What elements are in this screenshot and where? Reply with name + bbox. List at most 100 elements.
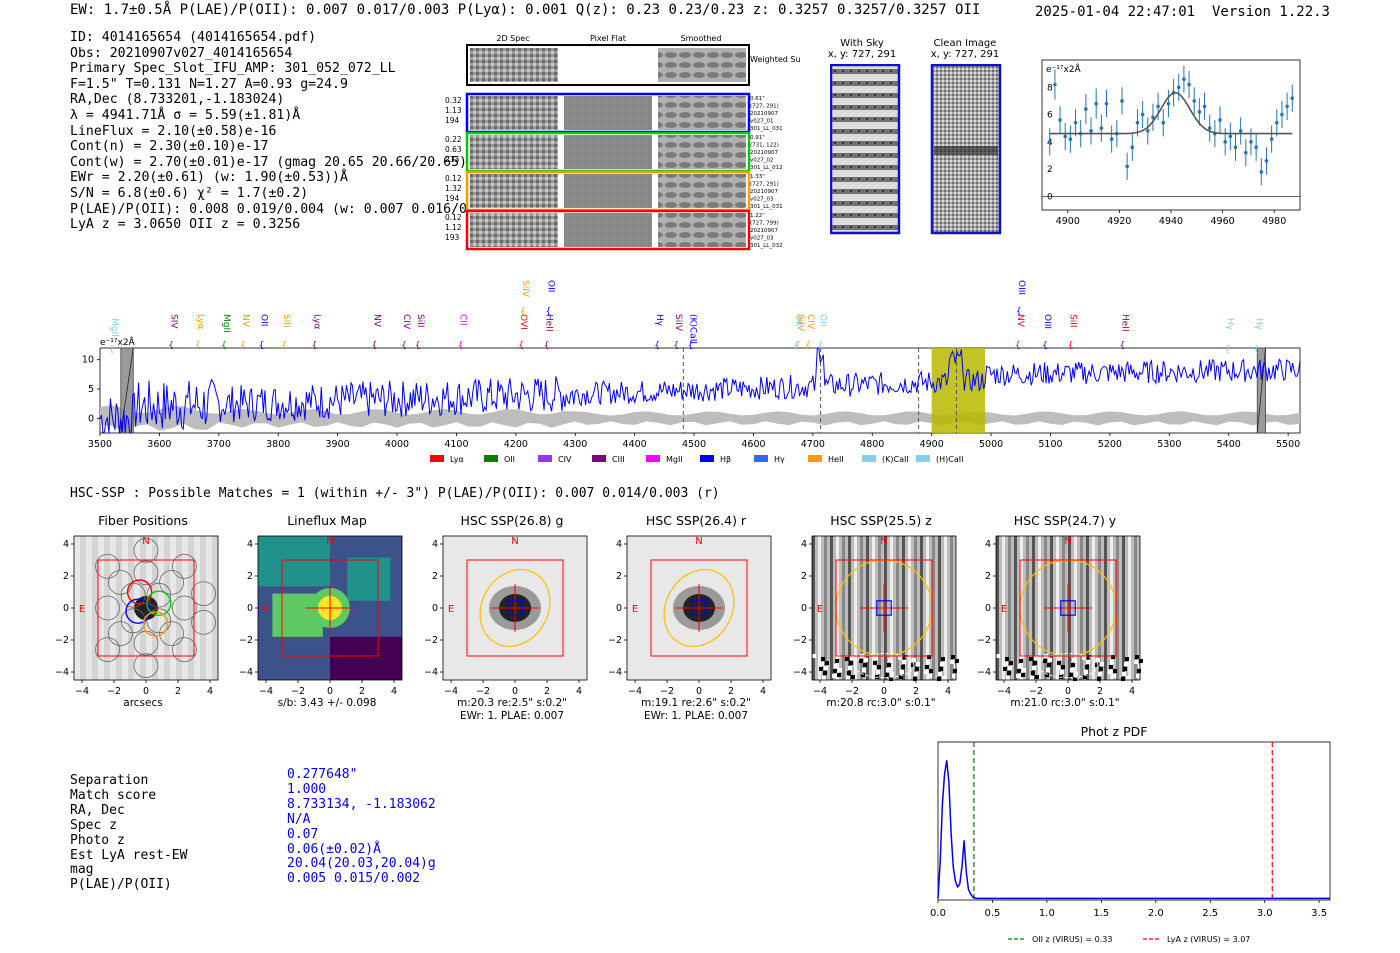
cutout-xtick: 0: [143, 686, 149, 697]
clean-title: Clean Image: [933, 38, 997, 49]
clean-subtitle: x, y: 727, 291: [930, 49, 1000, 60]
spec2d-row-stat: 1.32: [445, 184, 462, 193]
cutout-noise-pixel: [824, 666, 828, 670]
cutout-noise-pixel: [877, 665, 881, 669]
spec2d-cutout: [470, 96, 558, 130]
cutout-xtick: −4: [259, 686, 273, 697]
cutout-stripe: [98, 536, 104, 680]
pdf-legend-label: LyA z (VIRUS) = 3.07: [1167, 935, 1250, 944]
spec-legend-swatch: [538, 455, 552, 462]
spec-line-brace: {: [795, 341, 801, 351]
cutout-stripe: [206, 536, 212, 680]
cutout-stripe: [194, 536, 200, 680]
galaxy-ellipse: [479, 568, 551, 648]
spec-xtick: 4600: [741, 439, 765, 450]
spec-line-id: CIV: [401, 314, 411, 330]
cutout-caption: arcsecs: [123, 697, 163, 709]
fit-point: [1047, 140, 1052, 144]
spec2d-row-stat: 0.63: [445, 145, 462, 154]
cutout-noise-pixel: [889, 677, 893, 681]
spec-line-label: CIV: [401, 314, 411, 330]
cutout-noise-pixel: [916, 662, 920, 666]
north-label: N: [1064, 536, 1071, 547]
cutout-noise-pixel: [914, 672, 918, 676]
spec-line-brace: {: [1042, 341, 1048, 351]
fit-point: [1068, 137, 1073, 141]
spec-line-id: OIII: [1016, 280, 1026, 295]
spec-line-label: Hγ: [654, 314, 664, 327]
cutout-noise-pixel: [1032, 666, 1036, 670]
spec2d-row-meta: 0.61": [750, 96, 765, 102]
cutout-noise-pixel: [850, 656, 854, 660]
fiber-orange: [142, 611, 169, 637]
smoothed-cutout: [658, 174, 746, 208]
spec-xtick: 3900: [326, 439, 350, 450]
spec-line-id: Hγ: [654, 314, 664, 327]
cutout-noise-pixel: [888, 658, 892, 662]
cutout-noise-pixel: [1072, 658, 1076, 662]
cutout-noise-pixel: [903, 655, 907, 659]
spec-line-brace: {: [371, 341, 377, 351]
match-label: P(LAE)/P(OII): [70, 877, 172, 893]
fiber-green: [146, 590, 172, 616]
fit-ytick: 2: [1047, 165, 1053, 175]
cutout-ytick: 0: [63, 603, 69, 614]
cutout-noise-pixel: [845, 657, 849, 661]
cutout-stripe: [86, 536, 92, 680]
cutout-xtick: 0: [881, 686, 887, 697]
fit-point: [1197, 110, 1202, 114]
cutout-ytick: 4: [985, 539, 991, 550]
spec-xtick: 4100: [444, 439, 468, 450]
spec-line-id: OII: [818, 314, 828, 326]
spec-line-brace: {: [1068, 341, 1074, 351]
fiber-circle: [191, 610, 217, 635]
fit-point: [1145, 129, 1150, 133]
fit-point: [1269, 137, 1274, 141]
spec-line-id: (K)CaII: [688, 314, 698, 344]
cutout-xtick: −2: [291, 686, 305, 697]
target-box: [876, 600, 892, 616]
cutout-noise-pixel: [1126, 676, 1130, 680]
cutout-noise-pixel: [1096, 658, 1100, 662]
cutout-noise-pixel: [1048, 658, 1052, 662]
spec-line-label: OII: [546, 280, 556, 292]
cutout-noise-pixel: [885, 673, 889, 677]
spec-line-id: OIII: [1042, 314, 1052, 329]
cutout-noise-pixel: [846, 676, 850, 680]
fit-point: [1099, 126, 1104, 130]
spec2d-row-stat: 194: [445, 116, 460, 125]
cutout-noise-pixel: [1100, 662, 1104, 666]
cutout-noise-pixel: [821, 657, 825, 661]
fiber-circle: [159, 570, 184, 595]
fiber-circle: [95, 595, 120, 621]
cutout-noise-pixel: [1030, 676, 1034, 680]
aperture-dashed: [1037, 653, 1099, 679]
spec-legend-swatch: [484, 455, 498, 462]
cutout-noise-pixel: [1112, 674, 1116, 678]
cutout-noise-pixel: [1057, 661, 1061, 665]
fit-ylabel: e⁻¹⁷x2Å: [1046, 63, 1082, 75]
cutout-ytick: −4: [55, 667, 69, 678]
fit-point: [1244, 150, 1248, 155]
search-box: [835, 559, 933, 657]
cutout-ytick: 2: [63, 571, 69, 582]
spec-line-label: OIII: [1016, 280, 1026, 295]
header-timestamp: 2025-01-04 22:47:01 Version 1.22.3: [1035, 4, 1330, 20]
east-label: E: [79, 604, 85, 615]
fiber-circle: [108, 621, 133, 646]
fit-point: [1109, 137, 1114, 141]
cutout-noise-pixel: [861, 673, 865, 677]
cutout-ytick: 0: [801, 603, 807, 614]
spec2d-row-meta: 20210907: [750, 150, 778, 156]
cutout-image: N E −4 −4 −2 −2 0 0 2 2 4 4: [608, 535, 772, 697]
spec-line-id: NV: [240, 314, 250, 328]
pixel-flat-cutout: [564, 213, 652, 247]
north-label: N: [326, 536, 333, 547]
cutout-stripe: [950, 536, 953, 680]
search-box: [466, 559, 564, 657]
spec-legend-label: CIV: [558, 455, 572, 464]
pdf-xtick: 3.5: [1311, 908, 1327, 919]
info-line: LyA z = 3.0650 OII z = 0.3256: [70, 217, 301, 233]
cutout-xtick: −2: [845, 686, 859, 697]
spec-line-label: HeII: [1119, 314, 1129, 332]
